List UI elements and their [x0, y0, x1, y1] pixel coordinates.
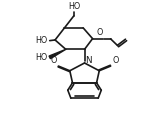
Text: O: O [96, 28, 103, 37]
Text: O: O [112, 56, 119, 65]
Text: O: O [50, 56, 57, 65]
Polygon shape [49, 49, 66, 59]
Text: N: N [86, 56, 92, 65]
Text: HO: HO [35, 53, 48, 62]
Text: HO: HO [68, 2, 80, 11]
Text: HO: HO [35, 36, 47, 45]
